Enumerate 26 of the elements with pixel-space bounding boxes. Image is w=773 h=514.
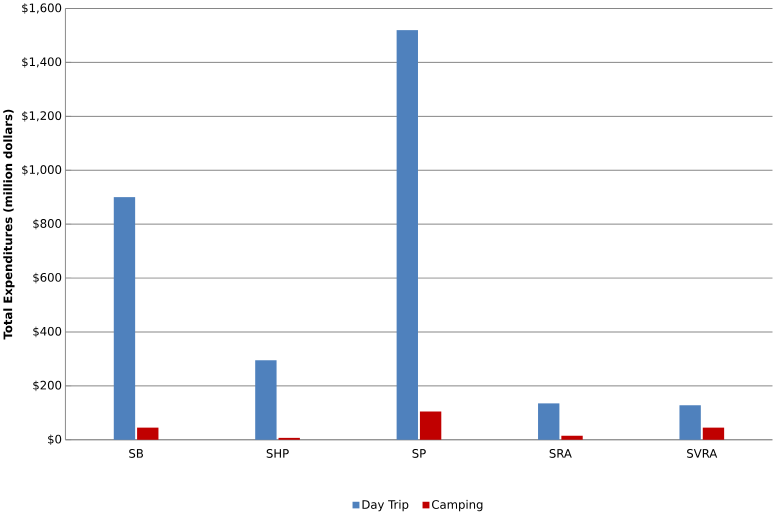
y-tick-label: $400 <box>33 326 62 338</box>
bar <box>420 411 442 440</box>
y-tick-label: $200 <box>33 380 62 392</box>
bar <box>561 436 583 440</box>
x-tick-label: SP <box>412 448 426 458</box>
y-axis-title: Total Expenditures (million dollars) <box>3 110 15 340</box>
x-tick-label: SB <box>129 448 143 458</box>
y-tick-label: $0 <box>48 434 62 445</box>
y-tick-label: $1,600 <box>22 3 62 14</box>
bar <box>396 30 418 440</box>
y-tick-label: $1,400 <box>22 57 62 68</box>
x-tick-label: SRA <box>550 448 572 458</box>
legend-label: Camping <box>432 500 482 512</box>
legend-label: Day Trip <box>362 500 408 512</box>
y-tick-label: $1,200 <box>22 111 62 122</box>
bar <box>679 405 701 440</box>
bar <box>538 403 560 440</box>
bar <box>255 360 277 440</box>
x-tick-label: SVRA <box>687 448 718 458</box>
y-tick-label: $1,000 <box>22 164 62 176</box>
bar <box>702 428 724 440</box>
bar <box>114 197 136 440</box>
bar <box>137 428 158 440</box>
y-tick-label: $800 <box>33 218 62 230</box>
y-tick-label: $600 <box>33 272 62 284</box>
x-tick-label: SHP <box>266 448 289 458</box>
